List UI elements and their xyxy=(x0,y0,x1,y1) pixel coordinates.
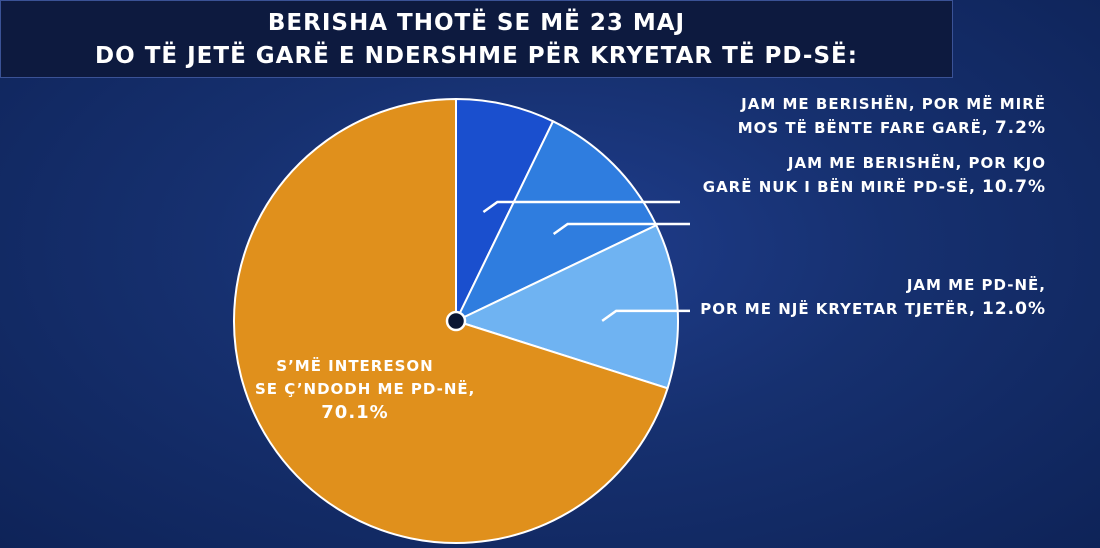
slice-label-1: JAM ME BERISHËN, POR KJO GARË NUK I BËN … xyxy=(703,151,1046,199)
slice-value-2: 12.0% xyxy=(982,299,1046,319)
leader-line-2 xyxy=(601,309,690,322)
leader-line-1 xyxy=(552,222,690,235)
pie-center-dot xyxy=(445,310,467,332)
slice-label-1-line1: JAM ME BERISHËN, POR KJO xyxy=(787,154,1046,172)
slice-label-3-line1: S’MË INTERESON xyxy=(276,357,434,375)
slice-label-2-line1: JAM ME PD-NË, xyxy=(906,276,1046,294)
chart-title-line1: BERISHA THOTË SE MË 23 MAJ xyxy=(267,10,686,36)
slice-label-2-line2: POR ME NJË KRYETAR TJETËR, xyxy=(700,300,976,318)
slice-value-3: 70.1% xyxy=(321,402,389,423)
slice-label-2: JAM ME PD-NË, POR ME NJË KRYETAR TJETËR,… xyxy=(700,273,1046,321)
pie-slice-0 xyxy=(455,97,555,322)
slice-label-3-line2: SE Ç’NDODH ME PD-NË, xyxy=(255,380,476,398)
pie-slice-1 xyxy=(453,119,658,324)
slice-label-0: JAM ME BERISHËN, POR MË MIRË MOS TË BËNT… xyxy=(738,92,1046,140)
slice-label-3: S’MË INTERESON SE Ç’NDODH ME PD-NË, 70.1… xyxy=(255,355,476,424)
slice-label-0-line2: MOS TË BËNTE FARE GARË, xyxy=(737,119,989,137)
chart-title-box: BERISHA THOTË SE MË 23 MAJ DO TË JETË GA… xyxy=(0,0,953,78)
slice-label-1-line2: GARË NUK I BËN MIRË PD-SË, xyxy=(702,178,976,196)
chart-title-line2: DO TË JETË GARË E NDERSHME PËR KRYETAR T… xyxy=(95,43,858,69)
pie-slice-2 xyxy=(453,223,679,390)
slice-value-0: 7.2% xyxy=(994,118,1046,138)
slice-label-0-line1: JAM ME BERISHËN, POR MË MIRË xyxy=(741,95,1046,113)
slice-value-1: 10.7% xyxy=(982,177,1046,197)
leader-line-0 xyxy=(482,200,680,214)
